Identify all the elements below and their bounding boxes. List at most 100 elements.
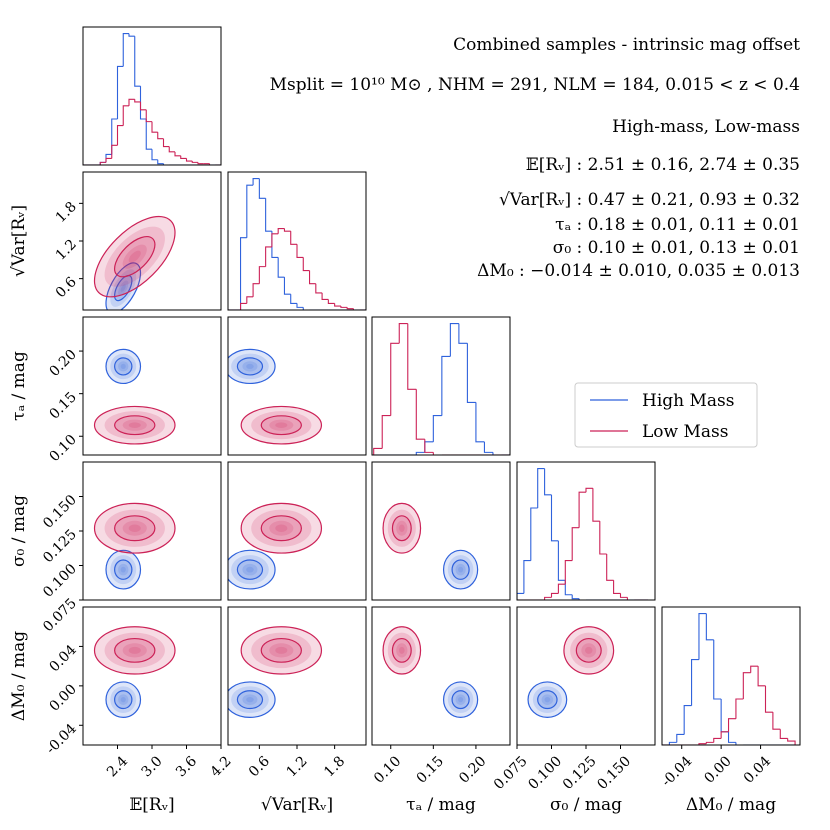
density-shade xyxy=(581,643,597,658)
contour xyxy=(382,626,422,675)
hist-step xyxy=(290,294,297,304)
density-shade xyxy=(246,696,254,703)
info-line: 𝔼[Rᵥ] : 2.51 ± 0.16, 2.74 ± 0.35 xyxy=(526,155,800,175)
density-shade xyxy=(396,643,408,658)
hist-step xyxy=(424,439,434,453)
x-axis-label: √Var[Rᵥ] xyxy=(261,795,333,815)
panel xyxy=(382,502,479,590)
density-shade xyxy=(392,638,412,663)
density-shade xyxy=(242,361,258,372)
hist-step xyxy=(557,540,566,581)
y-axis-label: σ₀ / mag xyxy=(9,495,29,567)
density-shade xyxy=(251,411,312,440)
contour xyxy=(236,690,264,710)
hist-step xyxy=(441,355,451,416)
hist-step xyxy=(735,742,744,745)
panel xyxy=(517,468,649,600)
density-shade xyxy=(104,509,165,547)
hist-step xyxy=(720,699,729,733)
hist-step xyxy=(128,98,135,106)
contour xyxy=(114,236,156,278)
hist-step xyxy=(676,733,685,743)
x-tick-label: 0.6 xyxy=(246,753,273,780)
density-shade xyxy=(104,632,165,669)
density-shade xyxy=(104,226,165,287)
hist-step xyxy=(252,283,260,297)
density-shade xyxy=(114,690,132,709)
contour xyxy=(114,559,133,580)
hist-step xyxy=(128,33,135,37)
contour xyxy=(382,502,422,554)
density-shade xyxy=(387,632,416,669)
hist-step xyxy=(571,527,580,561)
panel xyxy=(228,178,366,310)
y-axis-label: τₐ / mag xyxy=(9,351,29,421)
density-shade xyxy=(228,349,276,384)
density-shade xyxy=(106,349,141,384)
hist-step xyxy=(530,507,538,561)
hist-step xyxy=(432,415,442,442)
contour xyxy=(451,559,470,580)
hist-step xyxy=(415,389,425,440)
hist-step xyxy=(271,233,279,247)
info-line: σ₀ : 0.10 ± 0.01, 0.13 ± 0.01 xyxy=(553,238,800,258)
contour xyxy=(228,348,276,385)
hist-step xyxy=(151,149,158,161)
hist-step xyxy=(122,33,129,67)
contour xyxy=(240,502,323,554)
panel xyxy=(228,626,323,718)
hist-step xyxy=(787,738,796,745)
hist-step xyxy=(381,415,391,449)
hist-step xyxy=(352,308,360,310)
contour xyxy=(575,637,602,663)
density-shade xyxy=(118,280,129,296)
hist-step xyxy=(191,161,198,163)
hist-step xyxy=(139,101,147,111)
hist-step xyxy=(449,323,459,357)
density-shade xyxy=(231,555,269,585)
y-tick-label: 1.8 xyxy=(53,199,80,226)
hist-step xyxy=(346,307,354,310)
contour xyxy=(442,681,479,719)
hist-step xyxy=(308,270,316,285)
hist-step xyxy=(321,292,329,301)
hist-step xyxy=(277,257,285,278)
density-shade xyxy=(275,646,288,654)
hist-step xyxy=(720,731,729,739)
panel xyxy=(382,626,479,719)
hist-step xyxy=(550,494,559,542)
hist-step xyxy=(713,639,722,700)
hist-step xyxy=(432,452,442,455)
density-shade xyxy=(128,250,141,263)
y-tick-label: -0.04 xyxy=(43,721,80,758)
x-tick-label: 1.2 xyxy=(284,753,311,780)
density-shade xyxy=(396,520,408,536)
density-shade xyxy=(241,503,322,554)
density-shade xyxy=(231,353,269,380)
hist-step xyxy=(157,159,164,165)
hist-step xyxy=(483,441,493,453)
hist-step xyxy=(727,718,736,732)
hist-step xyxy=(407,323,417,390)
contour xyxy=(451,690,470,710)
x-axis-label: 𝔼[Rᵥ] xyxy=(129,795,174,815)
hist-step xyxy=(258,178,266,199)
density-shade xyxy=(269,643,294,658)
hist-step xyxy=(116,125,124,146)
hist-step xyxy=(599,521,607,555)
panel xyxy=(93,502,176,590)
panel-frame xyxy=(82,316,222,456)
density-shade xyxy=(242,694,258,705)
panel-frame xyxy=(516,461,656,601)
x-tick-label: 0.20 xyxy=(456,753,489,786)
panel xyxy=(93,215,176,310)
contour xyxy=(391,637,412,663)
density-shade xyxy=(104,411,165,440)
contour xyxy=(93,502,176,554)
hist-step xyxy=(340,306,348,308)
hist-step xyxy=(764,685,773,713)
hist-step xyxy=(139,86,147,120)
density-shade xyxy=(392,515,412,541)
hist-step xyxy=(265,198,272,232)
hist-step xyxy=(168,146,175,153)
